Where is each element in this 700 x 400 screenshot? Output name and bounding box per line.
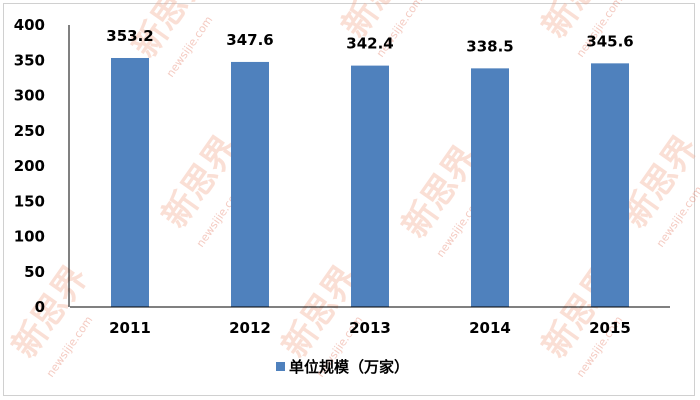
y-tick-label: 400 [14, 16, 45, 34]
bar-2013 [351, 65, 389, 307]
y-tick-label: 0 [35, 298, 45, 316]
x-tick-label: 2013 [349, 319, 391, 337]
y-tick-label: 250 [14, 122, 45, 140]
data-label: 342.4 [346, 35, 393, 53]
legend-swatch [276, 362, 285, 371]
watermark-logo-text: 新思界 [5, 259, 96, 365]
x-tick-label: 2014 [469, 319, 511, 337]
x-tick-label: 2012 [229, 319, 271, 337]
y-tick-label: 350 [14, 51, 45, 69]
x-tick-label: 2015 [589, 319, 631, 337]
chart-border [3, 3, 695, 396]
bar-2015 [591, 63, 629, 307]
data-label: 345.6 [586, 32, 633, 50]
y-tick-label: 200 [14, 157, 45, 175]
y-tick-label: 300 [14, 87, 45, 105]
data-label: 353.2 [106, 27, 153, 45]
y-tick-label: 150 [14, 192, 45, 210]
bar-2011 [111, 57, 149, 307]
y-tick-label: 100 [14, 228, 45, 246]
legend-label: 单位规模（万家） [289, 358, 409, 376]
data-label: 338.5 [466, 37, 513, 55]
data-label: 347.6 [226, 31, 273, 49]
bar-2012 [231, 61, 269, 307]
y-tick-label: 50 [24, 263, 45, 281]
bar-2014 [471, 68, 509, 307]
x-tick-label: 2011 [109, 319, 151, 337]
